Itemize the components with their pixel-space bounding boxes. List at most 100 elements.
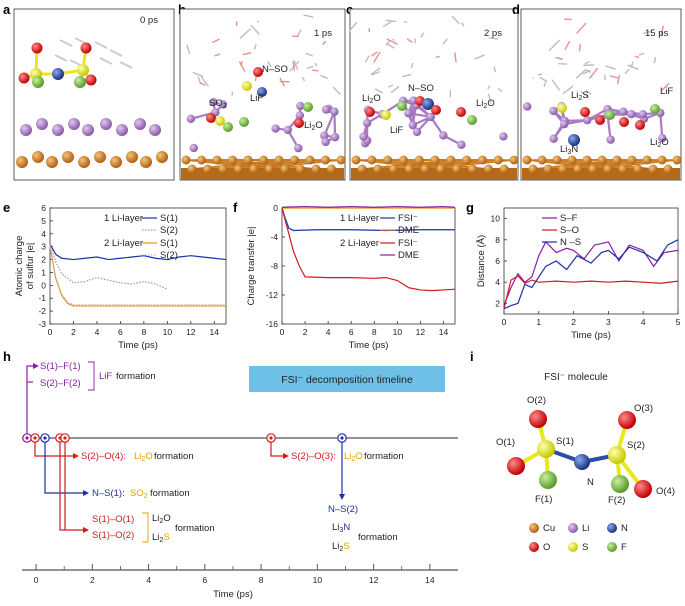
x-tick-label: 14 (210, 327, 220, 337)
cu-atom (373, 165, 382, 174)
plot-frame (504, 208, 678, 314)
lif-bond-1: S(1)–F(1) (40, 361, 81, 372)
cu-atom (649, 165, 658, 174)
label-n-so: N–SO (262, 64, 288, 75)
y-tick-label: 0 (41, 280, 46, 290)
timeline-tick-label: 12 (369, 575, 379, 585)
cu-atom (589, 165, 598, 174)
y-tick-label: -12 (266, 290, 279, 300)
x-tick-label: 4 (641, 317, 646, 327)
cu-atom (500, 165, 509, 174)
atom-label-f1: F(1) (535, 494, 552, 505)
cu-atom (228, 156, 237, 165)
panel-letter-a: a (3, 2, 11, 17)
li-atom (271, 124, 279, 132)
legend-label: FSI⁻ (398, 238, 418, 249)
atom-o (595, 115, 605, 125)
cu-atom (188, 165, 197, 174)
panel-letter-h: h (3, 349, 11, 364)
panel-b-time: 1 ps (314, 28, 332, 39)
s2o3-product: Li2O (344, 451, 363, 463)
cu-atom (250, 165, 259, 174)
series-2-li-layer-s1 (50, 247, 226, 306)
x-tick-label: 3 (606, 317, 611, 327)
series-2-li-layer-s2 (50, 245, 226, 304)
cu-atom (275, 156, 284, 165)
timeline-tick-label: 6 (202, 575, 207, 585)
atom-s2 (608, 446, 626, 464)
y-tick-label: 6 (495, 256, 500, 266)
panel-a-cu (16, 156, 28, 168)
legend-s: S (582, 542, 588, 553)
y-tick-label: -16 (266, 319, 279, 329)
cu-atom (290, 156, 299, 165)
atom-o (456, 107, 466, 117)
legend-o: O (543, 542, 550, 553)
ns2-formation: formation (358, 532, 398, 543)
lif-product: LiF (99, 371, 112, 382)
solvent-bond (404, 22, 407, 23)
solvent-bond (257, 21, 259, 22)
lif-formation: formation (116, 371, 156, 382)
cu-atom (203, 165, 212, 174)
cu-atom (468, 165, 477, 174)
s1o-arrow (83, 527, 89, 533)
ns2-bond: N–S(2) (328, 504, 358, 515)
series-1-li-layer-s2 (50, 244, 167, 289)
y-tick-label: -8 (270, 261, 278, 271)
li-atom (331, 133, 339, 141)
event-marker-dot (25, 436, 28, 439)
cu-atom (306, 156, 315, 165)
x-tick-label: 0 (48, 327, 53, 337)
panel-a-o (19, 73, 30, 84)
legend-label: S–O (560, 225, 579, 236)
panel-letter-g: g (466, 200, 474, 215)
panel-a-cu (78, 156, 90, 168)
s1o-formation: formation (175, 523, 215, 534)
timeline-tick-label: 10 (313, 575, 323, 585)
x-tick-label: 6 (118, 327, 123, 337)
ns1-formation: formation (150, 488, 190, 499)
ns1-arrow (83, 490, 89, 496)
panel-a-li (149, 124, 161, 136)
li-atom (619, 108, 627, 116)
cu-atom (484, 165, 493, 174)
atom-f (397, 101, 407, 111)
legend-label: S(2) (160, 225, 178, 236)
panel-i: i FSI⁻ molecule O(2) O(3) O(1) S(1) S(2)… (470, 349, 675, 553)
cu-atom (613, 156, 622, 165)
event-marker-dot (63, 436, 66, 439)
legend-label: 2 Li-layer (104, 238, 143, 249)
molecule-title: FSI⁻ molecule (544, 372, 608, 383)
panel-a-cu (110, 156, 122, 168)
legend-cu-swatch (529, 523, 539, 533)
legend-label: S–F (560, 213, 578, 224)
label-lif: LiF (250, 93, 263, 104)
li-atom (187, 115, 195, 123)
cu-atom (553, 156, 562, 165)
y-tick-label: 1 (41, 267, 46, 277)
panel-a-li (100, 118, 112, 130)
y-tick-label: 8 (495, 235, 500, 245)
panel-a-cu (32, 151, 44, 163)
s1o-bond-1: S(1)–O(1) (92, 514, 134, 525)
panel-letter-f: f (233, 200, 238, 215)
cu-atom (367, 156, 376, 165)
x-tick-label: 8 (372, 327, 377, 337)
s1o-product-1: Li2O (152, 513, 171, 525)
x-axis-label: Time (ps) (118, 340, 158, 351)
solvent-bond (604, 75, 605, 80)
cu-atom (619, 165, 628, 174)
panel-letter-d: d (512, 2, 520, 17)
cu-atom (462, 156, 471, 165)
atom-label-s1: S(1) (556, 436, 574, 447)
x-tick-label: 12 (186, 327, 196, 337)
cu-atom (523, 156, 532, 165)
x-tick-label: 0 (280, 327, 285, 337)
panel-c: c 2 ps Li2O N–SO Li2O LiF (346, 2, 519, 180)
atom-o (206, 113, 216, 123)
panel-letter-i: i (470, 349, 474, 364)
panel-a-cu (126, 151, 138, 163)
x-tick-label: 0 (502, 317, 507, 327)
